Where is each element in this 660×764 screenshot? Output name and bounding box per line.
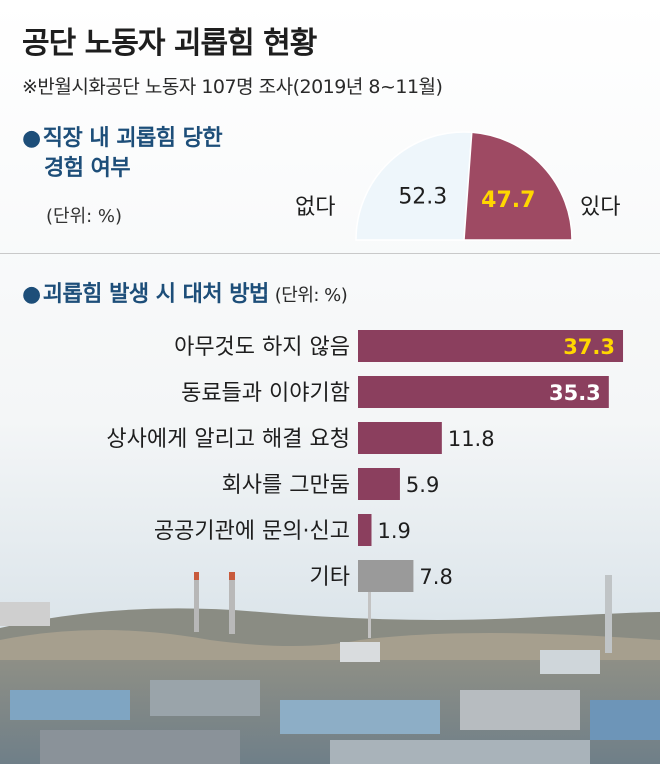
bar-value-label: 11.8 — [448, 427, 495, 451]
bar-value-label: 5.9 — [406, 473, 439, 497]
bar — [358, 330, 624, 362]
pie-slice-no — [355, 131, 473, 241]
bar — [358, 514, 372, 546]
bullet-icon: ● — [22, 282, 41, 307]
pie-yes-label: 있다 — [580, 195, 621, 220]
pie-no-label: 없다 — [295, 195, 336, 220]
bar-category-label: 아무것도 하지 않음 — [174, 335, 350, 360]
bar-category-label: 기타 — [310, 565, 350, 590]
bar-value-label: 1.9 — [378, 519, 411, 543]
bar — [358, 422, 442, 454]
bullet-icon: ● — [22, 126, 41, 151]
bar-category-label: 공공기관에 문의·신고 — [154, 519, 350, 544]
section2-title: 괴롭힘 발생 시 대처 방법 — [42, 282, 270, 307]
pie-value-label-no: 52.3 — [398, 185, 447, 210]
pie-slice-yes — [463, 131, 573, 241]
section-divider — [0, 253, 660, 254]
section1-heading: ●직장 내 괴롭힘 당한 경험 여부 — [22, 124, 223, 184]
chart-subtitle: ※반월시화공단 노동자 107명 조사(2019년 8~11월) — [22, 76, 443, 98]
bar-category-label: 상사에게 알리고 해결 요청 — [106, 427, 350, 452]
section2-heading: ●괴롭힘 발생 시 대처 방법 (단위: %) — [22, 280, 348, 311]
bar — [358, 376, 609, 408]
bar-value-label: 37.3 — [563, 335, 615, 359]
bar-value-label: 7.8 — [419, 565, 452, 589]
section1-title-line2: 경험 여부 — [44, 156, 131, 181]
section1-unit: (단위: %) — [46, 206, 123, 227]
bar-value-label: 35.3 — [549, 381, 601, 405]
section1-title-line1: 직장 내 괴롭힘 당한 — [42, 126, 223, 151]
pie-value-label-yes: 47.7 — [481, 188, 535, 213]
bar-category-label: 동료들과 이야기함 — [181, 381, 350, 406]
bar — [358, 468, 400, 500]
bar-category-label: 회사를 그만둠 — [222, 473, 350, 498]
bar — [358, 560, 414, 592]
chart-title: 공단 노동자 괴롭힘 현황 — [22, 26, 317, 61]
section2-unit: (단위: %) — [274, 285, 348, 306]
